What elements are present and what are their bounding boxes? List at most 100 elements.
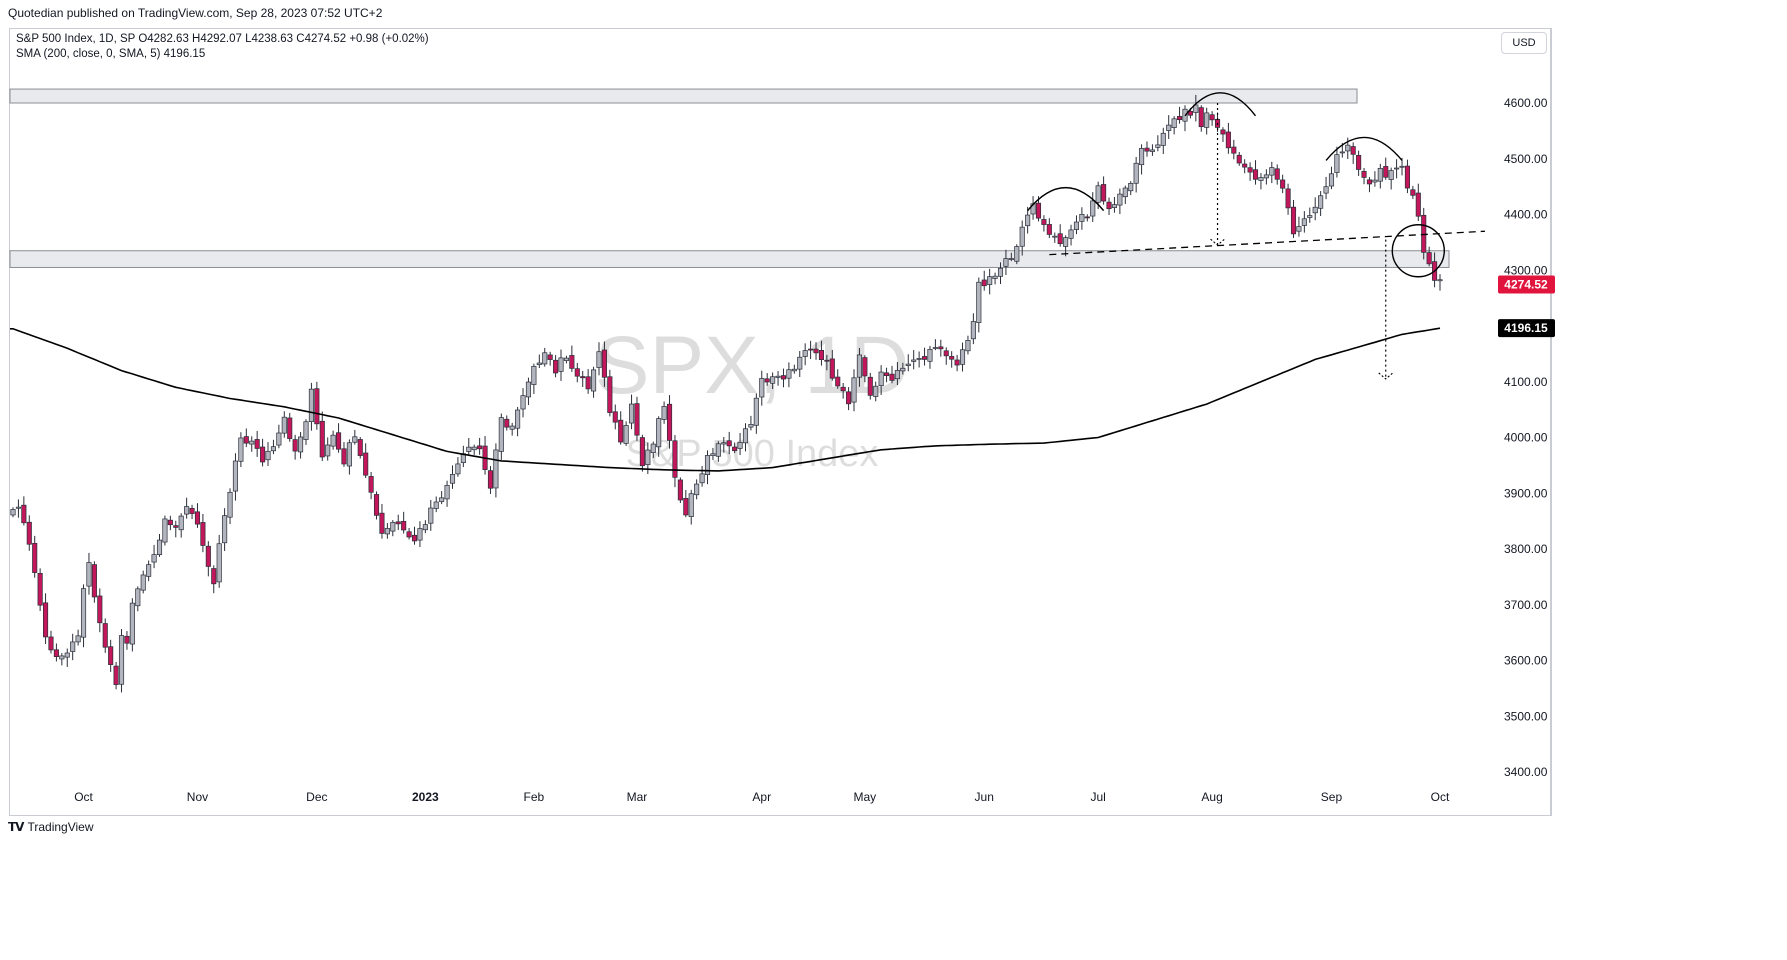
candle-body [222, 515, 228, 544]
candle-body [829, 358, 835, 379]
candle-body [916, 358, 922, 360]
candle-body [1117, 193, 1123, 206]
candle-body [281, 416, 287, 434]
candle-body [835, 376, 841, 387]
y-tick-label: 4400.00 [1504, 208, 1548, 222]
candle-body [943, 350, 949, 357]
candle-body [162, 518, 168, 543]
candle-body [32, 542, 38, 573]
candle-body [1128, 183, 1134, 192]
candle-body [487, 470, 494, 489]
candle-body [623, 425, 629, 444]
x-tick-label: Jun [975, 790, 994, 804]
candle-body [683, 498, 689, 516]
candle-body [645, 449, 651, 465]
candle-body [1149, 149, 1155, 152]
candle-body [694, 483, 700, 496]
candle-body [167, 519, 173, 526]
candle-body [1366, 179, 1373, 185]
legend-symbol-line: S&P 500 Index, 1D, SP O4282.63 H4292.07 … [16, 33, 429, 45]
candle-body [987, 276, 993, 285]
candle-body [1334, 154, 1340, 173]
candle-body [949, 356, 955, 360]
candle-body [569, 355, 575, 369]
candle-body [368, 476, 374, 493]
candle-body [477, 445, 483, 450]
candle-body [721, 442, 727, 445]
candle-body [1122, 187, 1128, 198]
candle-body [21, 504, 27, 524]
candle-body [797, 356, 803, 370]
candle-body [211, 568, 217, 585]
x-tick-label: Aug [1201, 790, 1222, 804]
candle-body [1003, 258, 1009, 267]
candle-body [661, 406, 667, 420]
candle-body [954, 359, 960, 366]
candle-body [1258, 177, 1264, 181]
candle-body [173, 525, 179, 528]
candle-body [43, 602, 49, 638]
candle-body [254, 439, 260, 449]
currency-selector[interactable]: USD [1501, 32, 1547, 54]
publisher-line: Quotedian published on TradingView.com, … [8, 6, 383, 20]
candle-body [1187, 110, 1193, 116]
candle-body [997, 267, 1004, 277]
candle-body [959, 349, 966, 365]
candle-body [976, 281, 982, 323]
candle-body [1274, 168, 1280, 180]
candle-body [303, 421, 309, 440]
candle-body [1193, 104, 1199, 113]
candle-body [737, 442, 743, 449]
candle-body [596, 351, 602, 368]
candle-body [905, 363, 911, 366]
x-tick-label: Sep [1321, 790, 1343, 804]
candle-body [346, 442, 352, 467]
candle-body [878, 371, 884, 387]
candle-body [1404, 165, 1410, 189]
candle-body [650, 443, 656, 454]
chart-legend: S&P 500 Index, 1D, SP O4282.63 H4292.07 … [16, 32, 429, 62]
candle-body [178, 515, 184, 531]
candle-body [86, 562, 92, 587]
candle-body [1111, 204, 1117, 208]
candle-body [498, 417, 504, 452]
candle-body [628, 403, 635, 424]
candle-body [379, 512, 385, 534]
right-shoulder-arc [1325, 136, 1403, 161]
candle-body [287, 417, 293, 439]
candle-body [1166, 124, 1172, 131]
candle-body [70, 641, 76, 652]
candle-body [1057, 233, 1063, 245]
candle-body [580, 376, 586, 379]
candle-body [1285, 188, 1291, 209]
y-tick-label: 4500.00 [1504, 152, 1548, 166]
candle-body [37, 573, 43, 606]
candle-body [873, 385, 879, 397]
candle-body [1410, 189, 1416, 196]
candle-body [932, 347, 938, 349]
candle-body [666, 403, 673, 441]
candle-body [26, 521, 32, 545]
candle-body [1198, 107, 1204, 128]
candle-body [1350, 146, 1356, 155]
candle-body [449, 474, 456, 484]
candle-body [639, 437, 645, 467]
candle-body [558, 357, 564, 372]
candle-body [780, 375, 787, 380]
candle-body [992, 275, 998, 279]
candle-body [1231, 146, 1237, 154]
candle-body [699, 473, 705, 484]
footer-brand: 𝗧𝗩 TradingView [8, 820, 94, 834]
candle-body [1263, 174, 1269, 179]
candle-body [319, 420, 325, 458]
candle-body [846, 391, 852, 405]
candle-body [1209, 114, 1215, 121]
candle-body [1242, 163, 1248, 168]
neckline [1049, 230, 1486, 256]
candle-body [1171, 118, 1177, 128]
candle-body [276, 432, 282, 446]
candle-body [515, 409, 521, 429]
candle-body [553, 359, 559, 374]
y-tick-label: 4600.00 [1504, 96, 1548, 110]
